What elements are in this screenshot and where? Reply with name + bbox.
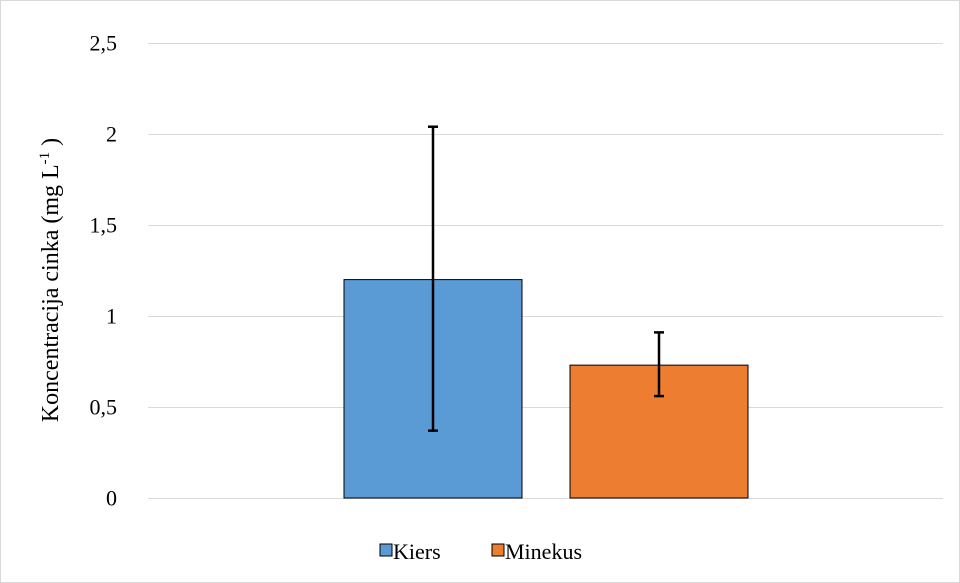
legend-label-kiers: Kiers [393,539,441,564]
legend-label-minekus: Minekus [505,539,582,564]
y-tick-label: 1,5 [90,213,118,238]
gridlines [148,43,943,499]
legend: Kiers Minekus [379,539,582,564]
legend-swatch-kiers [379,543,393,557]
y-tick-label: 0,5 [90,395,118,420]
y-axis-ticks: 0 0,5 1 1,5 2 2,5 [90,31,118,511]
y-axis-label: Koncentracija cinka (mg L-1 ) [37,138,64,422]
y-tick-label: 2,5 [90,31,118,56]
y-tick-label: 1 [106,304,117,329]
y-tick-label: 2 [106,122,117,147]
error-bars [428,125,664,432]
y-tick-label: 0 [106,486,117,511]
bars [343,279,749,499]
legend-swatch-minekus [491,543,505,557]
